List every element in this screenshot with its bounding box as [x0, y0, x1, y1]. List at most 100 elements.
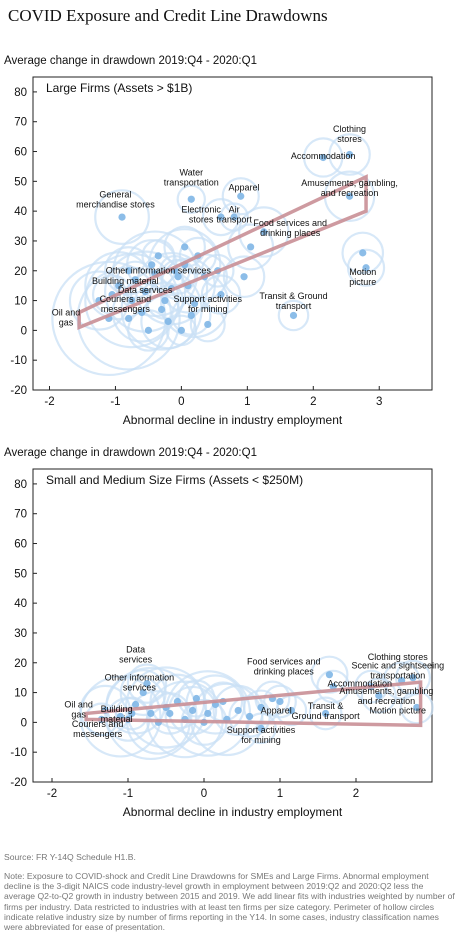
industry-label: Support activities for mining: [173, 294, 242, 314]
industry-label-line: for mining: [241, 735, 281, 745]
industry-label-line: Couriers and: [100, 294, 152, 304]
industry-size-ring: [171, 295, 212, 336]
x-tick-label: 3: [376, 396, 382, 408]
industry-label: Transit & Ground transport: [292, 701, 361, 721]
industry-label-line: Data services: [118, 285, 173, 295]
y-tick-label: 70: [14, 509, 27, 521]
industry-size-ring: [328, 133, 371, 176]
data-point: [132, 700, 140, 709]
y-tick-label: 20: [14, 658, 27, 670]
data-point: [116, 712, 124, 721]
x-tick-label: 2: [353, 788, 359, 800]
industry-label: Data services: [119, 644, 153, 664]
industry-label: Accommodation: [291, 151, 356, 161]
industry-label: Clothing stores: [368, 652, 429, 662]
panel-title: Small and Medium Size Firms (Assets < $2…: [46, 473, 303, 487]
data-point: [237, 192, 245, 200]
data-point: [287, 706, 295, 715]
data-point: [359, 249, 367, 257]
y-tick-label: 30: [14, 628, 27, 640]
industry-label-line: Air: [229, 205, 240, 215]
data-point: [190, 299, 199, 308]
y-tick-label: 70: [14, 117, 27, 129]
industry-label-line: Building: [101, 704, 133, 714]
industry-label-line: Other information: [105, 673, 175, 683]
y-tick-label: 40: [14, 598, 27, 610]
industry-size-ring: [302, 137, 344, 178]
industry-label-line: picture: [349, 277, 376, 287]
industry-label-line: Food services and: [247, 656, 321, 666]
data-point: [204, 320, 212, 329]
industry-size-ring: [360, 677, 397, 714]
industry-label-line: transport: [216, 215, 252, 225]
industry-label-line: services: [123, 683, 157, 693]
industry-label: Food services and drinking places: [247, 656, 321, 676]
industry-label-line: stores: [189, 215, 214, 225]
data-point: [362, 264, 370, 272]
x-tick-label: -1: [123, 788, 133, 800]
data-point: [181, 243, 189, 251]
industry-size-ring: [68, 270, 130, 331]
industry-label-line: for mining: [188, 304, 228, 314]
plot-frame: [32, 468, 433, 783]
industry-label: Motion picture: [349, 267, 376, 287]
x-tick-label: 1: [244, 396, 250, 408]
y-tick-label: 50: [14, 568, 27, 580]
industry-label-line: Transit & Ground: [259, 291, 327, 301]
industry-label-line: Ground transport: [292, 711, 361, 721]
data-point: [128, 709, 136, 718]
industry-label-line: Motion: [349, 267, 376, 277]
data-point: [187, 311, 195, 320]
industry-label: Apparel: [261, 705, 292, 715]
industry-label: Building material: [92, 276, 159, 286]
industry-label: Accommodation: [328, 679, 393, 689]
industry-label-line: and recreation: [321, 188, 379, 198]
industry-label-line: Accommodation: [328, 679, 393, 689]
y-tick-label: 0: [21, 325, 27, 337]
data-point: [240, 273, 248, 281]
industry-size-ring: [201, 198, 241, 237]
y-tick-label: 0: [21, 717, 27, 729]
industry-label-line: Building material: [92, 276, 159, 286]
industry-size-ring: [395, 659, 432, 696]
industry-label-line: transport: [276, 301, 312, 311]
x-tick-label: 1: [277, 788, 283, 800]
data-point: [125, 314, 133, 323]
industry-label: Building material: [101, 704, 133, 724]
industry-size-ring: [134, 251, 209, 326]
data-point: [217, 291, 225, 299]
data-point: [204, 709, 212, 718]
industry-label-line: Motion picture: [370, 705, 427, 715]
data-point: [276, 697, 284, 706]
industry-size-ring: [316, 669, 351, 704]
data-point: [322, 709, 330, 718]
data-point: [230, 213, 238, 221]
industry-label: Amusements, gambling and recreation: [339, 686, 433, 706]
industry-label-line: Other information services: [106, 266, 212, 276]
data-point: [144, 326, 153, 334]
x-tick-label: -2: [44, 396, 54, 408]
y-tick-label: 40: [14, 206, 27, 218]
data-point: [125, 267, 133, 275]
page-title: COVID Exposure and Credit Line Drawdowns: [8, 6, 328, 25]
linear-fit-band: [84, 680, 423, 728]
plot-frame: [32, 76, 433, 391]
industry-size-ring: [399, 690, 434, 725]
data-point: [257, 703, 265, 712]
industry-size-ring: [200, 274, 242, 315]
chart-1-subtitle: Average change in drawdown 2019:Q4 - 202…: [4, 55, 257, 67]
y-tick-label: 50: [14, 176, 27, 188]
data-point: [375, 691, 383, 700]
data-point: [139, 688, 147, 697]
data-point: [345, 192, 354, 200]
industry-label: Other information services: [105, 673, 175, 693]
industry-size-ring: [221, 177, 260, 216]
industry-label: Oil and gas: [52, 307, 81, 327]
data-point: [413, 703, 421, 712]
industry-label: Clothing stores: [333, 124, 366, 144]
industry-label: Other information services: [106, 266, 212, 276]
industry-label: Apparel: [229, 182, 260, 192]
industry-label-line: material: [101, 714, 133, 724]
industry-label-line: Oil and: [52, 307, 81, 317]
